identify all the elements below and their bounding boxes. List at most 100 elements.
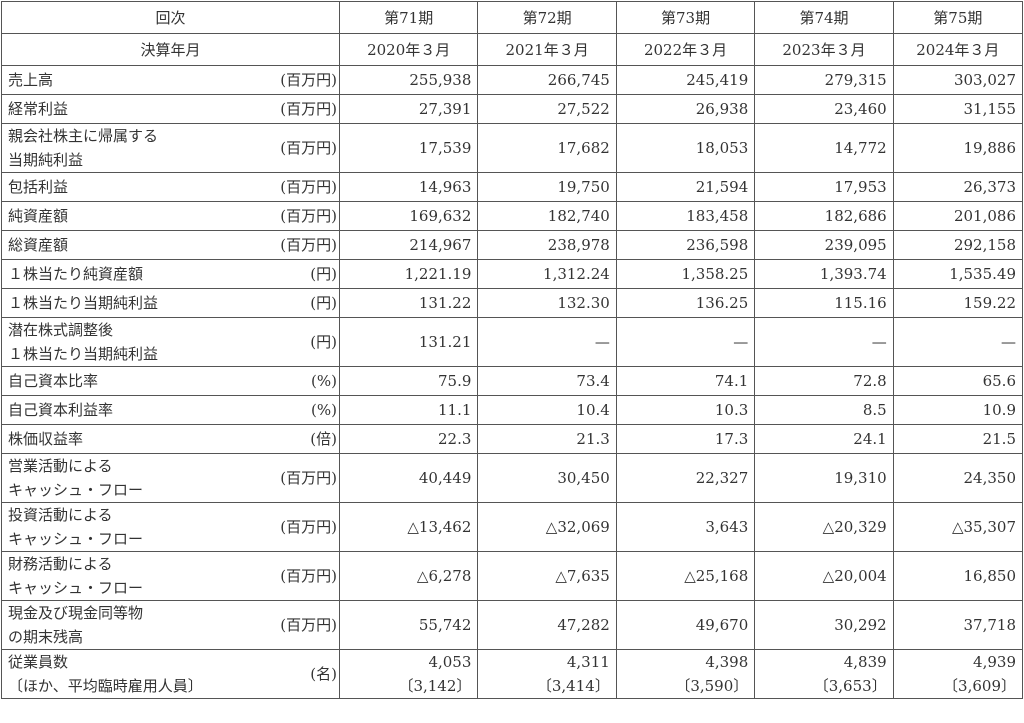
table-row: 現金及び現金同等物 の期末残高 (百万円) 55,742 47,282 49,670 30,… xyxy=(1,600,1024,650)
row-label-line: 売上高 xyxy=(8,71,54,89)
row-unit: (百万円) xyxy=(264,453,340,503)
table-row: 包括利益 (百万円) 14,963 19,750 21,594 17,953 26,373 xyxy=(1,172,1024,202)
row-label-line: 営業活動による xyxy=(8,457,113,475)
value-cell: 239,095 xyxy=(754,230,894,260)
table-row: １株当たり当期純利益 (円) 131.22 132.30 136.25 115.16 159… xyxy=(1,288,1024,318)
period-header: 第73期 xyxy=(615,1,756,34)
value-cell: 65.6 xyxy=(892,366,1024,396)
value-cell: △6,278 xyxy=(338,551,479,601)
row-label: 従業員数〔ほか、平均臨時雇用人員〕 xyxy=(1,649,265,699)
row-label-line: 財務活動による xyxy=(8,555,113,573)
value-cell: 245,419 xyxy=(615,65,756,95)
row-label-line: キャッシュ・フロー xyxy=(8,530,144,548)
row-label: 財務活動によるキャッシュ・フロー xyxy=(1,551,265,601)
value-cell: 24,350 xyxy=(892,453,1024,503)
value-cell: 21,594 xyxy=(615,172,756,202)
value-line: 〔3,590〕 xyxy=(675,677,749,695)
table-row: 潜在株式調整後 １株当たり当期純利益 (円) 131.21— — — — xyxy=(1,317,1024,367)
value-cell: 27,391 xyxy=(338,94,479,124)
date-header: 2024年３月 xyxy=(892,33,1024,66)
value-cell: 255,938 xyxy=(338,65,479,95)
row-unit: (%) xyxy=(264,395,340,425)
financial-summary-table: 回次 第71期 第72期 第73期 第74期 第75期 決算年月 2020年３月… xyxy=(1,1,1024,699)
value-cell: — xyxy=(615,317,756,367)
value-cell: 17,539 xyxy=(338,123,479,173)
row-label-line: 従業員数 xyxy=(8,653,69,671)
value-line: 〔3,653〕 xyxy=(813,677,887,695)
row-label: 包括利益 xyxy=(1,172,265,202)
value-cell: 1,312.24 xyxy=(477,259,617,289)
row-label: 純資産額 xyxy=(1,201,265,231)
row-label-line: 経常利益 xyxy=(8,100,69,118)
row-label: １株当たり純資産額 xyxy=(1,259,265,289)
value-line: 4,398 xyxy=(705,653,749,671)
row-label: 自己資本比率 xyxy=(1,366,265,396)
row-unit: (円) xyxy=(264,259,340,289)
value-cell: 132.30 xyxy=(477,288,617,318)
row-unit: (名) xyxy=(264,649,340,699)
date-header: 2022年３月 xyxy=(615,33,756,66)
value-cell: 4,398 〔3,590〕 xyxy=(615,649,756,699)
date-header: 2020年３月 xyxy=(338,33,479,66)
value-cell: 17,682 xyxy=(477,123,617,173)
period-header: 第74期 xyxy=(754,1,894,34)
row-unit: (百万円) xyxy=(264,551,340,601)
date-header: 2021年３月 xyxy=(477,33,617,66)
value-cell: 19,886 xyxy=(892,123,1024,173)
row-unit: (倍) xyxy=(264,424,340,454)
value-cell: △20,004 xyxy=(754,551,894,601)
row-label-line: 株価収益率 xyxy=(8,430,84,448)
value-cell: 303,027 xyxy=(892,65,1024,95)
value-cell: 21.3 xyxy=(477,424,617,454)
value-cell: 18,053 xyxy=(615,123,756,173)
row-label-line: キャッシュ・フロー xyxy=(8,579,144,597)
value-cell: △32,069 xyxy=(477,502,617,552)
value-cell: 214,967 xyxy=(338,230,479,260)
value-cell: △25,168 xyxy=(615,551,756,601)
row-label-line: 総資産額 xyxy=(8,236,69,254)
value-cell: △20,329 xyxy=(754,502,894,552)
value-cell: 30,450 xyxy=(477,453,617,503)
table-row: 親会社株主に帰属する 当期純利益 (百万円) 17,539 17,682 18,053 14… xyxy=(1,123,1024,173)
table-row: 経常利益 (百万円) 27,391 27,522 26,938 23,460 31,155 xyxy=(1,94,1024,124)
value-cell: 19,310 xyxy=(754,453,894,503)
row-label-line: 〔ほか、平均臨時雇用人員〕 xyxy=(8,677,203,695)
value-cell: — xyxy=(754,317,894,367)
row-label: 総資産額 xyxy=(1,230,265,260)
table-row: 純資産額 (百万円) 169,632 182,740 183,458 182,686 201… xyxy=(1,201,1024,231)
value-line: 4,053 xyxy=(428,653,472,671)
row-label: 経常利益 xyxy=(1,94,265,124)
value-cell: 27,522 xyxy=(477,94,617,124)
value-line: 4,939 xyxy=(973,653,1016,671)
table-row: 従業員数 〔ほか、平均臨時雇用人員〕 (名) 4,053 〔3,142〕 4,311 〔3,… xyxy=(1,649,1024,699)
row-unit: (円) xyxy=(264,288,340,318)
row-label-line: １株当たり当期純利益 xyxy=(8,294,159,312)
value-cell: 30,292 xyxy=(754,600,894,650)
table-row: １株当たり純資産額 (円) 1,221.19 1,312.24 1,358.25 1,39… xyxy=(1,259,1024,289)
row-label: 売上高 xyxy=(1,65,265,95)
row-label-line: 包括利益 xyxy=(8,178,69,196)
value-cell: 4,053 〔3,142〕 xyxy=(338,649,479,699)
table-row: 株価収益率 (倍) 22.3 21.3 17.3 24.1 21.5 xyxy=(1,424,1024,454)
row-label-line: の期末残高 xyxy=(8,628,84,646)
value-cell: 10.3 xyxy=(615,395,756,425)
row-unit: (円) xyxy=(264,317,340,367)
value-cell: 40,449 xyxy=(338,453,479,503)
value-cell: 279,315 xyxy=(754,65,894,95)
value-cell: 201,086 xyxy=(892,201,1024,231)
value-cell: 74.1 xyxy=(615,366,756,396)
value-cell: 55,742 xyxy=(338,600,479,650)
table-row: 総資産額 (百万円) 214,967 238,978 236,598 239,095 292… xyxy=(1,230,1024,260)
value-cell: 236,598 xyxy=(615,230,756,260)
row-unit: (百万円) xyxy=(264,172,340,202)
value-cell: 23,460 xyxy=(754,94,894,124)
table-row: 投資活動による キャッシュ・フロー (百万円) △13,462 △32,069 3,643… xyxy=(1,502,1024,552)
date-header: 2023年３月 xyxy=(754,33,894,66)
value-cell: 1,358.25 xyxy=(615,259,756,289)
value-cell: 159.22 xyxy=(892,288,1024,318)
value-cell: 292,158 xyxy=(892,230,1024,260)
period-header: 第71期 xyxy=(338,1,479,34)
value-cell: 10.4 xyxy=(477,395,617,425)
value-cell: 75.9 xyxy=(338,366,479,396)
row-label-line: 自己資本比率 xyxy=(8,372,99,390)
